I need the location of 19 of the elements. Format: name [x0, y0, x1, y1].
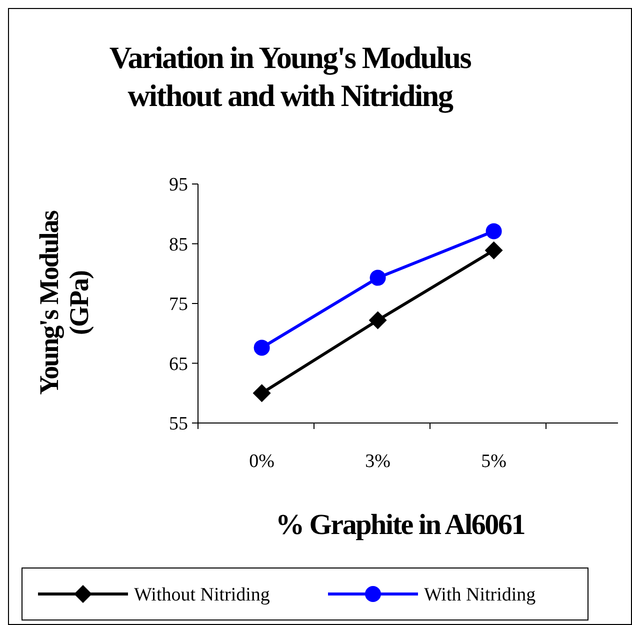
x-tick-label: 3% — [365, 451, 391, 472]
legend-label: With Nitriding — [424, 584, 536, 606]
y-tick-label: 75 — [169, 294, 188, 316]
point — [254, 340, 270, 356]
chart-title: Variation in Young's Modulus without and with Nitriding — [109, 40, 472, 113]
point — [368, 311, 387, 330]
y-tick-label: 55 — [169, 414, 188, 435]
point — [252, 384, 271, 402]
point — [370, 270, 386, 286]
y-tick-label: 95 — [169, 174, 188, 196]
x-axis-title: % Graphite in Al6061 — [275, 509, 525, 541]
legend-label: Without Nitriding — [134, 584, 270, 606]
x-tick-label: 0% — [249, 451, 275, 472]
point — [486, 223, 502, 240]
y-tick-label: 65 — [169, 354, 188, 375]
y-tick-label: 85 — [169, 234, 188, 256]
y-axis-title: Young's Modulas (GPa) — [34, 210, 94, 395]
x-tick-label: 5% — [481, 451, 507, 472]
point — [484, 241, 503, 260]
